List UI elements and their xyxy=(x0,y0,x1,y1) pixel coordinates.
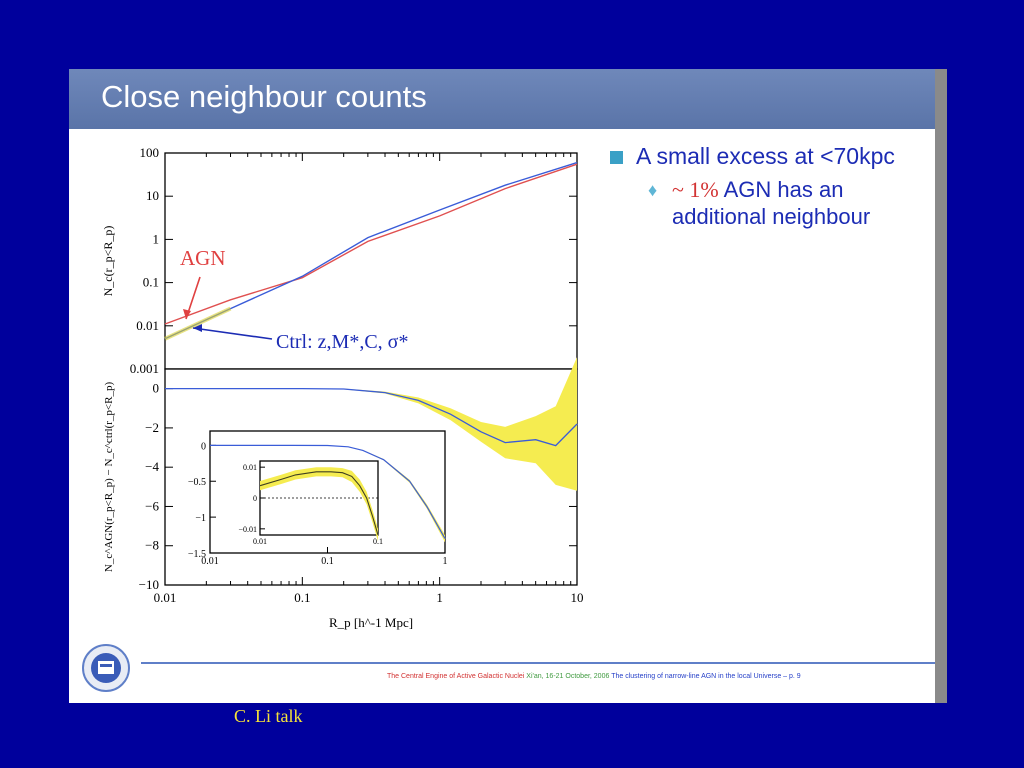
top-y-tick-label: 100 xyxy=(140,145,160,160)
bottom-y-tick-label: −6 xyxy=(145,498,159,513)
inset-y-tick-label: −1.5 xyxy=(188,549,206,560)
inner-inset-x-tick-label: 0.1 xyxy=(373,537,383,546)
inset-y-tick-label: −1 xyxy=(195,513,206,524)
top-y-tick-label: 10 xyxy=(146,188,159,203)
inner-inset-y-tick-label: −0.01 xyxy=(238,525,257,534)
difference-line xyxy=(165,387,578,447)
university-seal-icon xyxy=(82,644,130,692)
footer-talk-title: The clustering of narrow-line AGN in the… xyxy=(609,673,801,680)
bottom-y-tick-label: 0 xyxy=(153,381,160,396)
bottom-x-tick-label: 1 xyxy=(436,590,443,605)
footer-conference: The Central Engine of Active Galactic Nu… xyxy=(387,673,525,680)
agn-line xyxy=(164,163,578,325)
inset-x-tick-label: 0.1 xyxy=(321,556,334,567)
agn-arrow-head xyxy=(183,309,191,319)
inset-x-tick-label: 1 xyxy=(443,556,448,567)
inner-inset-x-tick-label: 0.01 xyxy=(253,537,267,546)
ctrl-annotation: Ctrl: z,M*,C, σ* xyxy=(276,331,408,353)
bullet-sub: ♦ ~ 1% AGN has an additional neighbour xyxy=(608,176,938,230)
bullet-sub-percent: ~ 1% xyxy=(672,177,719,202)
inner-inset-y-tick-label: 0.01 xyxy=(243,463,257,472)
bullet-sub-line2: additional neighbour xyxy=(672,204,871,229)
agn-annotation: AGN xyxy=(180,246,226,270)
footer: The Central Engine of Active Galactic Nu… xyxy=(387,673,801,680)
footer-location: Xi'an, 16-21 October, 2006 xyxy=(524,673,610,680)
footer-divider xyxy=(141,662,935,664)
slide-shadow xyxy=(935,69,947,703)
bullet-sub-line1: AGN has an xyxy=(718,177,844,202)
bottom-x-tick-label: 0.01 xyxy=(154,590,177,605)
bullet-list: A small excess at <70kpc ♦ ~ 1% AGN has … xyxy=(608,143,938,230)
slide-title: Close neighbour counts xyxy=(101,79,427,114)
ctrl-error-band xyxy=(164,306,232,341)
inset-y-tick-label: −0.5 xyxy=(188,477,206,488)
bottom-y-axis-label: N_c^AGN(r_p<R_p) − N_c^ctrl(r_p<R_p) xyxy=(103,382,115,573)
inset-y-tick-label: 0 xyxy=(201,441,206,452)
top-y-tick-label: 1 xyxy=(153,231,160,246)
inset-line xyxy=(210,444,446,539)
x-axis-label: R_p [h^-1 Mpc] xyxy=(329,615,413,630)
title-bar: Close neighbour counts xyxy=(69,69,935,129)
inner-inset-y-tick-label: 0 xyxy=(253,494,257,503)
top-y-tick-label: 0.001 xyxy=(130,361,159,376)
top-y-axis-label: N_c(r_p<R_p) xyxy=(101,226,115,297)
bottom-y-tick-label: −2 xyxy=(145,420,159,435)
bullet-main: A small excess at <70kpc xyxy=(608,143,938,170)
bottom-y-tick-label: −4 xyxy=(145,459,159,474)
top-y-tick-label: 0.01 xyxy=(136,318,159,333)
top-y-tick-label: 0.1 xyxy=(143,275,159,290)
ctrl-arrow xyxy=(192,327,273,340)
inset-x-tick-label: 0.01 xyxy=(201,556,219,567)
caption: C. Li talk xyxy=(234,706,303,726)
bottom-x-tick-label: 10 xyxy=(571,590,584,605)
bottom-y-tick-label: −10 xyxy=(139,577,159,592)
bottom-x-tick-label: 0.1 xyxy=(294,590,310,605)
bottom-y-tick-label: −8 xyxy=(145,538,159,553)
diamond-bullet-icon: ♦ xyxy=(648,180,658,200)
inner-inset-line xyxy=(259,471,379,536)
ctrl-arrow-head xyxy=(193,324,202,332)
